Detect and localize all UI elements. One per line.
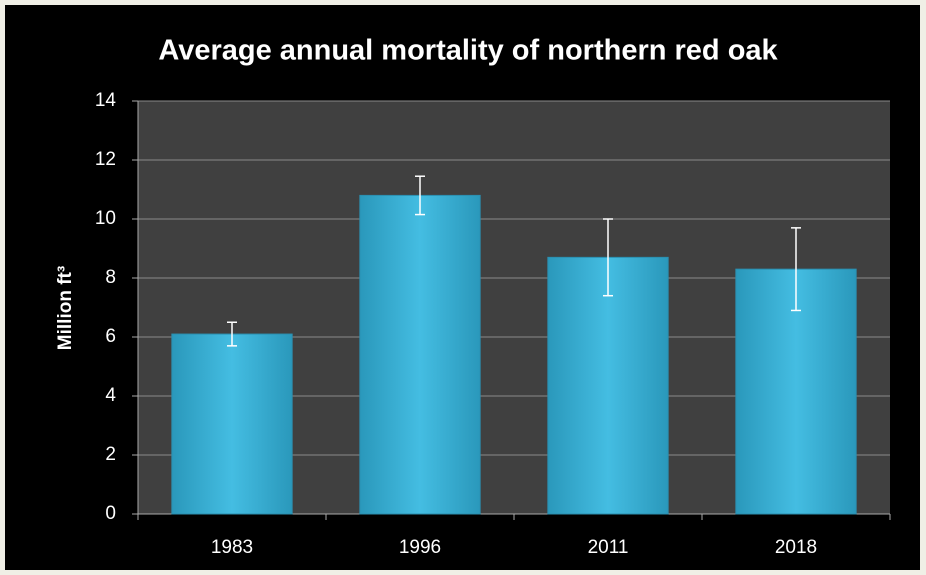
y-tick-label: 14 <box>95 90 117 111</box>
y-tick-label: 2 <box>105 444 116 465</box>
y-axis-label: Million ft³ <box>55 266 76 350</box>
y-tick-label: 8 <box>105 267 116 288</box>
y-tick-label: 6 <box>105 326 116 347</box>
y-tick-label: 4 <box>105 385 116 406</box>
x-tick-label: 1996 <box>399 537 441 558</box>
bar <box>359 194 481 515</box>
error-bar <box>415 175 425 216</box>
bar <box>171 333 293 515</box>
x-tick-label: 1983 <box>211 537 253 558</box>
x-tick-label: 2011 <box>588 537 629 558</box>
error-bar <box>603 218 613 297</box>
error-bar <box>227 321 237 347</box>
y-tick-label: 0 <box>105 503 116 524</box>
y-tick-label: 10 <box>95 208 116 229</box>
error-bar <box>791 227 801 312</box>
y-tick-label: 12 <box>95 149 116 170</box>
x-tick-label: 2018 <box>775 537 817 558</box>
chart-title: Average annual mortality of northern red… <box>158 35 778 67</box>
